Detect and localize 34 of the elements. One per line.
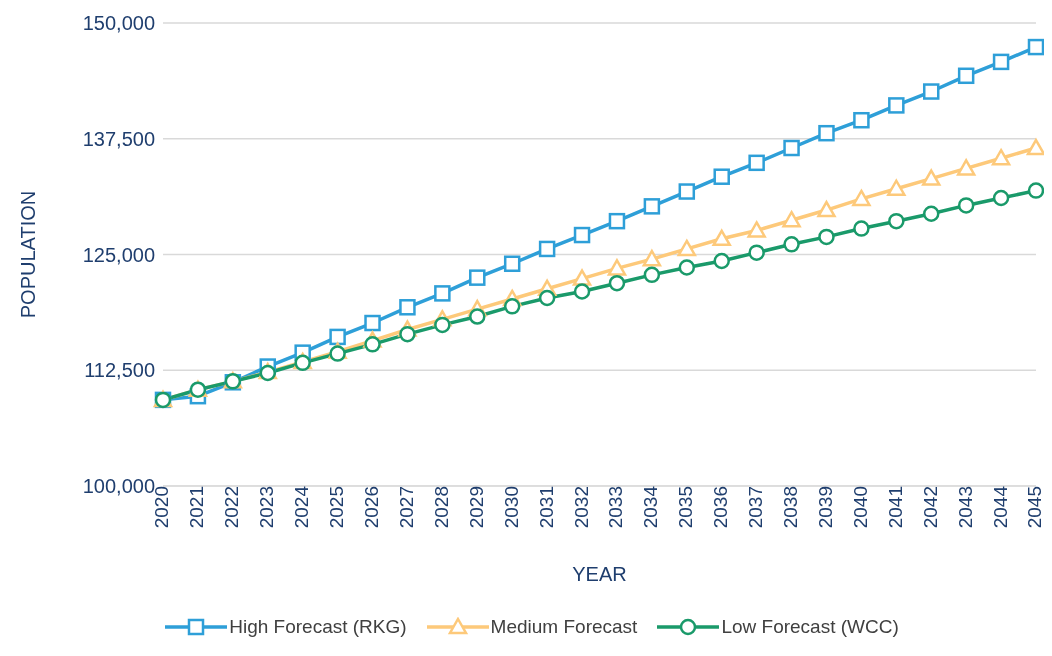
y-axis-title: POPULATION xyxy=(17,190,40,319)
x-axis-title: YEAR xyxy=(572,563,627,585)
y-tick-label: 137,500 xyxy=(82,127,155,150)
x-tick-label: 2023 xyxy=(256,486,278,529)
x-tick-label: 2028 xyxy=(430,486,452,529)
legend-label: Medium Forecast xyxy=(490,616,638,638)
x-tick-label: 2035 xyxy=(675,486,697,529)
x-tick-label: 2024 xyxy=(291,485,313,529)
legend-label: High Forecast (RKG) xyxy=(229,616,407,638)
x-tick-label: 2031 xyxy=(535,486,557,529)
x-tick-label: 2025 xyxy=(326,486,348,529)
x-tick-label: 2042 xyxy=(919,486,941,529)
x-tick-label: 2032 xyxy=(570,486,592,529)
x-tick-label: 2027 xyxy=(395,486,417,529)
x-tick-label: 2034 xyxy=(640,485,662,529)
y-tick-label: 112,500 xyxy=(84,359,155,382)
x-tick-label: 2040 xyxy=(849,486,871,529)
x-tick-label: 2038 xyxy=(780,486,802,529)
x-tick-label: 2021 xyxy=(186,486,208,529)
y-tick-label: 150,000 xyxy=(82,12,155,35)
x-tick-label: 2033 xyxy=(605,486,627,529)
y-tick-label: 125,000 xyxy=(82,243,155,266)
x-tick-label: 2029 xyxy=(465,486,487,529)
x-tick-label: 2041 xyxy=(884,486,906,529)
x-tick-label: 2036 xyxy=(710,486,732,529)
x-tick-label: 2022 xyxy=(221,486,243,529)
legend-label: Low Forecast (WCC) xyxy=(721,616,899,638)
x-tick-label: 2026 xyxy=(361,486,383,529)
x-tick-label: 2037 xyxy=(745,486,767,529)
x-tick-label: 2045 xyxy=(1024,486,1046,529)
x-tick-label: 2043 xyxy=(954,486,976,529)
x-tick-label: 2044 xyxy=(989,485,1011,529)
x-tick-label: 2039 xyxy=(814,486,836,529)
x-tick-label: 2030 xyxy=(500,486,522,529)
